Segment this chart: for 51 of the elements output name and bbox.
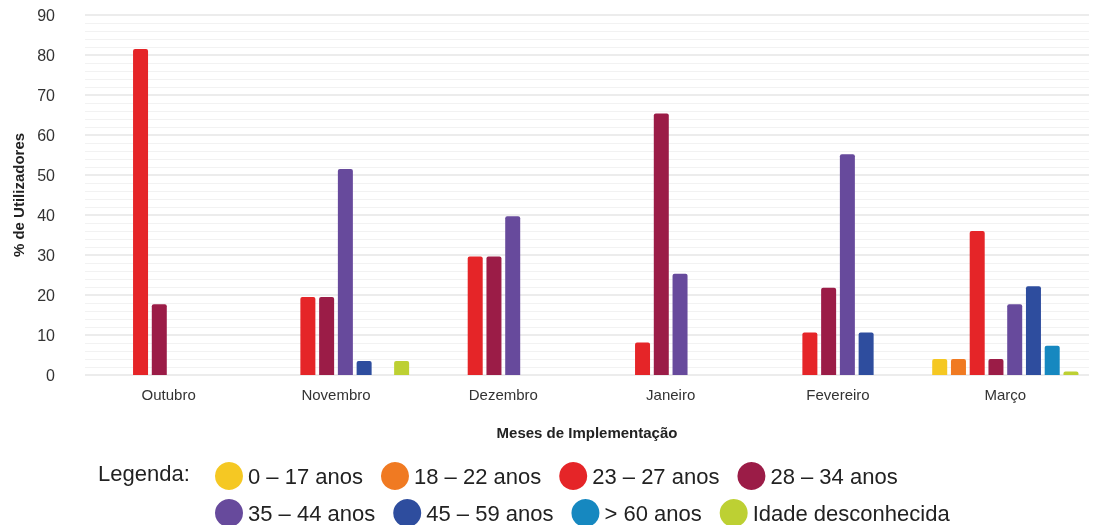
legend-label: 0 – 17 anos xyxy=(248,463,363,489)
bar xyxy=(133,49,149,375)
bar xyxy=(467,256,483,375)
legend-label: 18 – 22 anos xyxy=(413,463,542,489)
bar xyxy=(802,332,818,375)
bar xyxy=(653,113,669,375)
bar xyxy=(672,273,688,375)
bar xyxy=(821,287,837,375)
y-tick-label: 50 xyxy=(37,166,56,184)
y-tick-label: 60 xyxy=(37,126,56,144)
legend-label: > 60 anos xyxy=(604,500,702,525)
bar xyxy=(394,361,410,375)
bar xyxy=(356,361,372,375)
x-tick-label: Novembro xyxy=(301,386,371,403)
bar xyxy=(486,256,502,375)
bar xyxy=(319,297,335,375)
x-tick-label: Janeiro xyxy=(646,386,696,403)
x-axis-title: Meses de Implementação xyxy=(496,424,678,441)
bar xyxy=(858,332,874,375)
legend-label: 45 – 59 anos xyxy=(426,500,554,525)
y-tick-label: 70 xyxy=(37,86,56,104)
x-tick-label: Outubro xyxy=(141,386,196,403)
legend-label: 35 – 44 anos xyxy=(248,500,376,525)
y-tick-label: 0 xyxy=(46,366,56,384)
bar xyxy=(969,231,985,375)
bar xyxy=(635,342,651,375)
bar xyxy=(839,154,855,375)
bar xyxy=(932,359,948,375)
y-tick-label: 40 xyxy=(37,206,56,224)
bar xyxy=(337,169,353,375)
y-tick-label: 90 xyxy=(37,6,56,24)
bar xyxy=(151,304,167,375)
y-tick-label: 20 xyxy=(37,286,56,304)
legend-label: Idade desconhecida xyxy=(752,500,951,525)
legend-label: 28 – 34 anos xyxy=(770,463,898,489)
bar xyxy=(1007,304,1023,375)
y-axis-title: % de Utilizadores xyxy=(10,132,28,258)
bar xyxy=(300,297,316,375)
x-tick-label: Março xyxy=(984,386,1027,403)
x-tick-label: Fevereiro xyxy=(806,386,870,403)
y-tick-label: 30 xyxy=(37,246,56,264)
bar xyxy=(505,216,521,375)
bar xyxy=(1025,286,1041,375)
bar xyxy=(950,359,966,375)
bar xyxy=(988,359,1004,375)
legend-label: 23 – 27 anos xyxy=(592,463,720,489)
x-tick-label: Dezembro xyxy=(468,386,538,403)
y-tick-label: 80 xyxy=(37,46,56,64)
y-tick-label: 10 xyxy=(37,326,56,344)
bar xyxy=(1044,345,1060,375)
legend-title: Legenda: xyxy=(98,460,190,486)
